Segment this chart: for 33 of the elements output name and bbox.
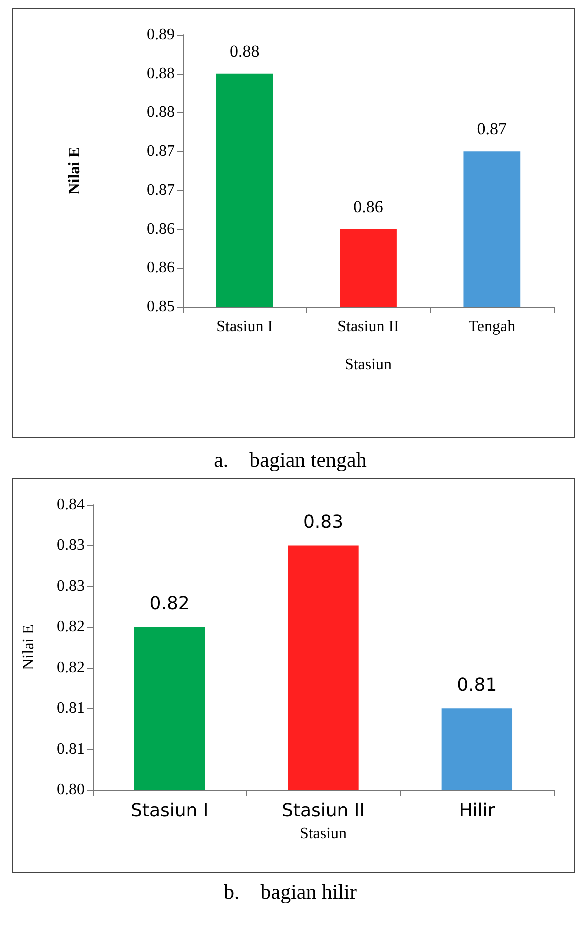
x-tick-label: Stasiun I — [130, 800, 209, 822]
y-tick-label: 0.89 — [147, 26, 175, 44]
y-tick-label: 0.88 — [147, 65, 175, 82]
data-label: 0.81 — [457, 675, 498, 696]
text: b. bagian hilir — [223, 880, 358, 905]
y-tick-label: 0.80 — [57, 782, 85, 798]
y-tick-label: 0.82 — [57, 618, 85, 636]
x-tick-label: Stasiun II — [282, 800, 366, 822]
text: a. bagian tengah — [213, 448, 368, 473]
data-label: 0.88 — [230, 42, 260, 61]
x-tick-label: Stasiun II — [338, 318, 400, 336]
y-axis-title: Nilai E — [66, 147, 84, 195]
x-tick-label: Tengah — [468, 318, 516, 336]
x-tick-label: Stasiun I — [216, 318, 274, 336]
y-tick-label: 0.82 — [57, 659, 85, 676]
y-tick-label: 0.85 — [147, 298, 175, 316]
x-axis-title: Stasiun — [300, 826, 348, 842]
y-tick-label: 0.81 — [57, 740, 85, 758]
data-label: 0.83 — [303, 512, 344, 534]
y-tick-label: 0.87 — [147, 182, 175, 199]
data-label: 0.86 — [354, 197, 384, 216]
y-tick-label: 0.83 — [57, 537, 85, 554]
y-tick-label: 0.83 — [57, 578, 85, 595]
x-tick-label: Hilir — [459, 800, 496, 822]
y-axis-title: Nilai E — [20, 624, 38, 670]
y-tick-label: 0.87 — [147, 143, 175, 160]
y-tick-label: 0.86 — [147, 220, 175, 238]
y-tick-label: 0.86 — [147, 260, 175, 277]
y-tick-label: 0.81 — [57, 700, 85, 718]
y-tick-label: 0.88 — [147, 104, 175, 122]
x-axis-title: Stasiun — [344, 356, 392, 374]
data-label: 0.87 — [477, 120, 508, 139]
y-tick-label: 0.84 — [57, 496, 85, 514]
